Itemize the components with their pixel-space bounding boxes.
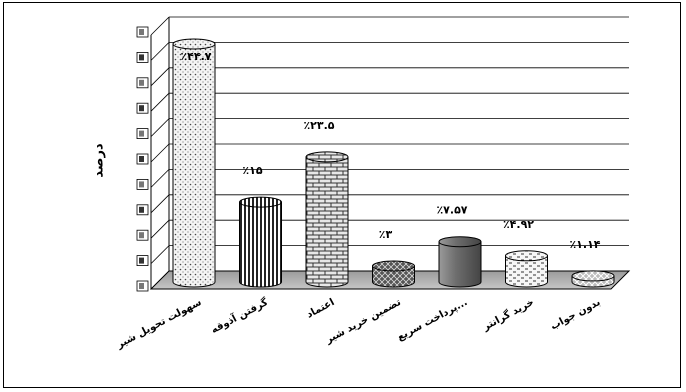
bar-body xyxy=(505,255,548,288)
folder-icon-fill xyxy=(139,181,144,188)
bar-top xyxy=(239,196,282,208)
chart-frame: ٪۴۴.۷ ٪۱۵ ٪۲۳.۵ ٪۳ ٪۷.۵۷ ٪۴.۹۲ ٪۱.۱۴ سهولت تحو… xyxy=(3,2,681,388)
data-label: ٪۴۴.۷ xyxy=(180,50,211,63)
folder-icon xyxy=(136,204,149,216)
gridline-depth xyxy=(150,169,170,188)
folder-icon xyxy=(136,255,149,267)
bar xyxy=(372,260,415,288)
folder-icon-fill xyxy=(139,105,144,112)
bar-top xyxy=(172,38,216,50)
folder-icon-fill xyxy=(139,156,144,162)
data-label: ٪۱.۱۴ xyxy=(569,238,600,251)
data-label: ٪۲۳.۵ xyxy=(303,119,334,132)
bar-body xyxy=(305,156,349,288)
y-axis-icons xyxy=(136,26,149,292)
folder-icon-fill xyxy=(139,257,144,264)
category-label: خرید گرانتر xyxy=(480,295,536,333)
bar-top xyxy=(438,236,482,248)
y-axis-title: درصد xyxy=(91,143,107,178)
gridline-depth xyxy=(150,219,170,239)
gridline-depth xyxy=(150,42,170,61)
folder-icon xyxy=(136,153,149,165)
gridline-depth xyxy=(150,16,170,36)
folder-icon xyxy=(136,229,149,241)
data-label: ٪۴.۹۲ xyxy=(503,218,534,231)
folder-icon xyxy=(136,178,149,190)
bars xyxy=(172,38,615,288)
bar xyxy=(571,270,615,288)
category-label: سهولت تحویل شیر xyxy=(114,297,203,351)
category-label: گرفتن آذوقه xyxy=(209,295,270,336)
gridline-depth xyxy=(150,118,170,137)
bar-body xyxy=(239,201,282,288)
gridline-depth xyxy=(150,143,170,163)
data-label: ٪۱۵ xyxy=(242,164,262,177)
folder-icon-fill xyxy=(139,232,144,239)
gridline-depth xyxy=(150,245,170,264)
folder-icon xyxy=(136,26,149,38)
category-label: اعتماد xyxy=(305,297,337,321)
bar-body xyxy=(172,43,216,288)
folder-icon-fill xyxy=(139,79,144,86)
category-label: تضمین خرید شیر xyxy=(323,297,403,346)
data-label: ٪۷.۵۷ xyxy=(436,204,467,217)
folder-icon xyxy=(136,52,149,63)
folder-icon-fill xyxy=(139,283,144,289)
bar xyxy=(239,196,282,288)
folder-icon xyxy=(136,128,149,139)
category-label: پرداخت سریع... xyxy=(395,297,469,343)
bar-top xyxy=(372,260,415,272)
folder-icon xyxy=(136,280,149,292)
gridline-depth xyxy=(150,194,170,214)
bar xyxy=(438,236,482,288)
folder-icon xyxy=(136,77,149,89)
grid-lines xyxy=(150,16,629,290)
data-label: ٪۳ xyxy=(379,228,393,241)
bar-chart: ٪۴۴.۷ ٪۱۵ ٪۲۳.۵ ٪۳ ٪۷.۵۷ ٪۴.۹۲ ٪۱.۱۴ سهولت تحو… xyxy=(114,16,631,351)
bar xyxy=(172,38,216,288)
folder-icon-fill xyxy=(139,54,144,61)
folder-icon xyxy=(136,102,149,114)
category-label: بدون جواب xyxy=(549,297,602,332)
bar xyxy=(305,151,349,288)
bar-body xyxy=(372,265,415,288)
gridline-depth xyxy=(150,92,170,112)
bar xyxy=(505,250,548,288)
bar-top xyxy=(305,151,349,163)
bar-top xyxy=(571,270,615,282)
bar-body xyxy=(438,241,482,288)
folder-icon-fill xyxy=(139,29,144,35)
bar-top xyxy=(505,250,548,262)
folder-icon-fill xyxy=(139,130,144,137)
folder-icon-fill xyxy=(139,206,144,213)
data-labels: ٪۴۴.۷ ٪۱۵ ٪۲۳.۵ ٪۳ ٪۷.۵۷ ٪۴.۹۲ ٪۱.۱۴ xyxy=(180,50,600,251)
gridline-depth xyxy=(150,67,170,87)
